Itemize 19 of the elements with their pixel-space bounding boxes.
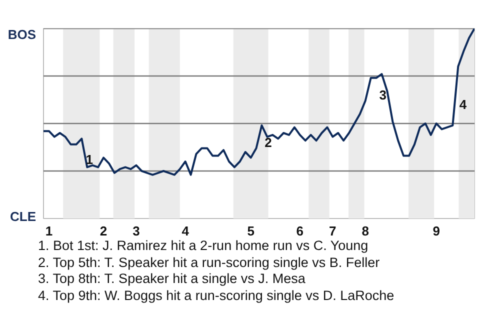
x-tick-label: 6 — [296, 224, 304, 238]
text: CLE — [9, 208, 36, 226]
annotation: 1 — [86, 152, 93, 168]
text: 3. Top 8th: T. Speaker hit a single vs J. Mesa — [38, 271, 306, 288]
annotation: 4 — [459, 97, 468, 112]
x-tick-label: 5 — [247, 224, 254, 238]
x-tick-label: 9 — [432, 224, 440, 238]
x-tick-label: 2 — [100, 224, 108, 238]
x-tick-label: 4 — [182, 224, 190, 238]
x-tick-label: 1 — [45, 224, 53, 238]
x-tick-label: 8 — [362, 224, 370, 238]
x-tick-label: 7 — [329, 224, 336, 238]
text: 2. Top 5th: T. Speaker hit a run-scoring single vs B. Feller — [38, 254, 381, 271]
text: BOS — [6, 26, 36, 44]
annotation: 2 — [264, 135, 272, 150]
text: 4. Top 9th: W. Boggs hit a run-scoring single vs D. LaRoche — [38, 288, 394, 304]
x-tick-label: 3 — [132, 224, 140, 238]
text: 1. Bot 1st: J. Ramirez hit a 2-run home run vs C. Young — [38, 238, 370, 254]
annotation: 3 — [379, 88, 386, 102]
